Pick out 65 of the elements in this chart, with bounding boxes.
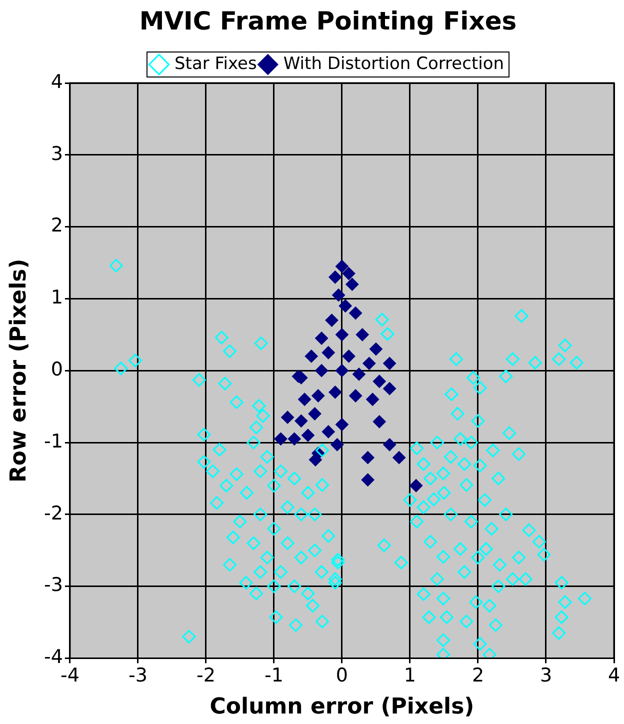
- point: [335, 418, 348, 432]
- point: [342, 350, 356, 363]
- y-tick-label: -3: [44, 574, 63, 596]
- point: [308, 407, 322, 420]
- point: [383, 438, 396, 452]
- legend-label: With Distortion Correction: [283, 54, 504, 74]
- point: [274, 432, 288, 446]
- point: [361, 473, 374, 486]
- point: [383, 382, 396, 396]
- point: [392, 451, 406, 464]
- y-tick-label: 4: [50, 70, 63, 93]
- point: [369, 342, 382, 356]
- point: [335, 364, 348, 378]
- point: [330, 438, 344, 452]
- x-tick-label: -3: [128, 664, 148, 687]
- point: [301, 428, 314, 442]
- point: [294, 414, 308, 428]
- point: [322, 425, 335, 438]
- point: [308, 453, 322, 466]
- point: [372, 374, 386, 388]
- chart-title: MVIC Frame Pointing Fixes: [139, 6, 517, 36]
- point: [325, 314, 338, 327]
- point: [312, 389, 325, 402]
- point: [332, 288, 346, 302]
- x-tick-label: 0: [336, 664, 348, 687]
- point: [335, 328, 348, 342]
- y-tick-label: 2: [50, 214, 63, 237]
- point: [338, 299, 352, 312]
- legend-label: Star Fixes: [174, 54, 258, 74]
- point: [328, 270, 342, 284]
- x-tick-label: 1: [404, 664, 416, 687]
- point: [342, 267, 356, 280]
- y-tick-label: 1: [50, 286, 63, 309]
- x-tick-label: 3: [540, 664, 552, 687]
- point: [366, 392, 380, 406]
- y-tick-label: -2: [44, 502, 63, 524]
- point: [315, 364, 328, 378]
- point: [315, 332, 328, 345]
- point: [322, 346, 335, 360]
- point: [288, 432, 301, 446]
- point: [335, 260, 348, 273]
- point: [372, 415, 386, 428]
- point: [328, 386, 342, 399]
- x-axis-title: Column error (Pixels): [210, 694, 474, 720]
- y-tick-label: -1: [44, 430, 63, 452]
- point: [383, 356, 396, 370]
- point: [281, 410, 294, 424]
- point: [410, 479, 423, 492]
- point: [349, 389, 362, 402]
- point: [356, 328, 369, 342]
- point: [349, 306, 362, 320]
- y-tick-label: 0: [50, 358, 63, 381]
- x-tick-label: -2: [196, 664, 216, 687]
- point: [346, 278, 359, 291]
- y-axis-title: Row error (Pixels): [6, 258, 32, 483]
- x-tick-label: 4: [608, 664, 620, 687]
- y-tick-label: -4: [44, 646, 63, 668]
- point: [362, 356, 376, 370]
- point: [361, 451, 374, 464]
- y-tick-label: 3: [50, 142, 63, 165]
- point: [298, 392, 312, 406]
- x-tick-label: 2: [472, 664, 484, 687]
- point: [304, 350, 318, 363]
- point: [352, 368, 366, 381]
- x-tick-label: -1: [264, 664, 284, 687]
